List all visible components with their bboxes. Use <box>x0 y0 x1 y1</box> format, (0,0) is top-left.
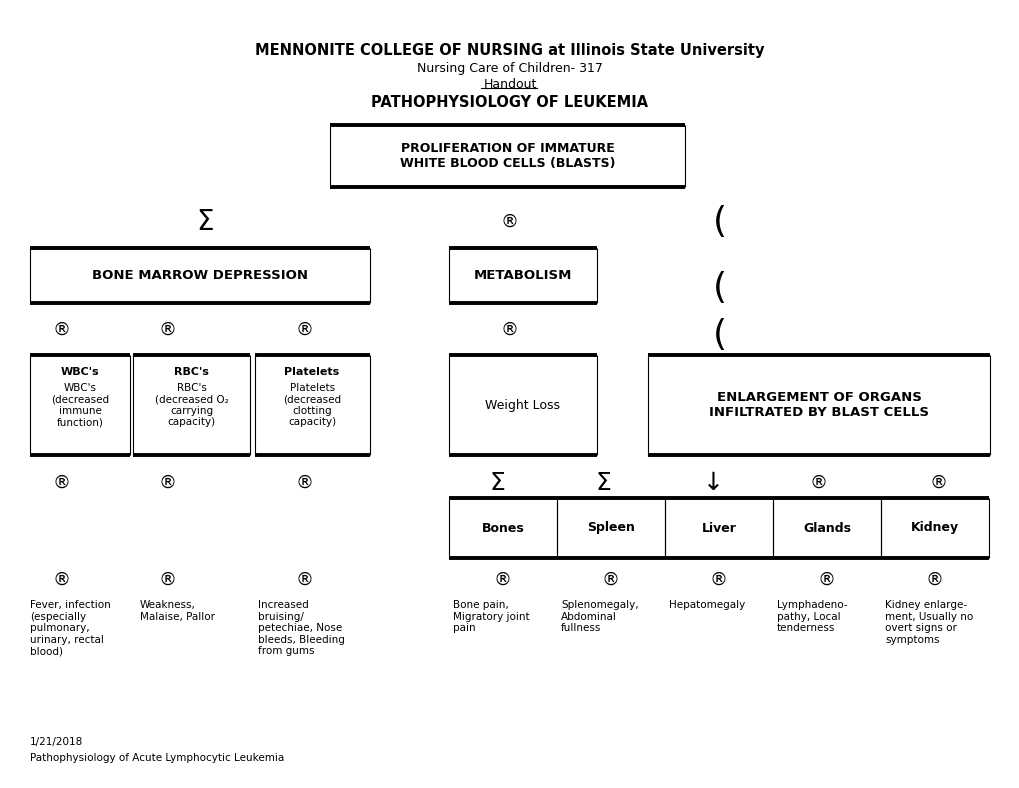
Text: (: ( <box>712 271 727 305</box>
Text: ®: ® <box>53 474 71 492</box>
Text: Weight Loss: Weight Loss <box>485 399 560 411</box>
Text: ↓: ↓ <box>702 471 722 495</box>
Text: RBC's
(decreased O₂
carrying
capacity): RBC's (decreased O₂ carrying capacity) <box>155 383 228 427</box>
Text: Bones: Bones <box>481 522 524 534</box>
Text: Σ: Σ <box>488 471 504 495</box>
Text: Lymphadeno-
pathy, Local
tenderness: Lymphadeno- pathy, Local tenderness <box>776 600 847 634</box>
Text: ®: ® <box>809 474 827 492</box>
Text: Spleen: Spleen <box>587 522 634 534</box>
Text: ®: ® <box>296 474 314 492</box>
Text: Σ: Σ <box>196 208 214 236</box>
Text: ®: ® <box>817 571 836 589</box>
Text: Handout: Handout <box>483 77 536 91</box>
Text: ENLARGEMENT OF ORGANS
INFILTRATED BY BLAST CELLS: ENLARGEMENT OF ORGANS INFILTRATED BY BLA… <box>708 391 928 419</box>
Text: ®: ® <box>159 474 177 492</box>
Text: (: ( <box>712 205 727 239</box>
Text: Fever, infection
(especially
pulmonary,
urinary, rectal
blood): Fever, infection (especially pulmonary, … <box>30 600 111 656</box>
Text: Glands: Glands <box>802 522 850 534</box>
Text: ®: ® <box>159 571 177 589</box>
Text: ®: ® <box>925 571 943 589</box>
Text: Pathophysiology of Acute Lymphocytic Leukemia: Pathophysiology of Acute Lymphocytic Leu… <box>30 753 284 763</box>
Text: BONE MARROW DEPRESSION: BONE MARROW DEPRESSION <box>92 269 308 282</box>
Text: ®: ® <box>296 571 314 589</box>
Text: ®: ® <box>493 571 512 589</box>
Text: Kidney enlarge-
ment, Usually no
overt signs or
symptoms: Kidney enlarge- ment, Usually no overt s… <box>884 600 972 645</box>
Text: Nursing Care of Children- 317: Nursing Care of Children- 317 <box>417 61 602 75</box>
Text: Platelets: Platelets <box>284 367 339 377</box>
Text: ®: ® <box>53 571 71 589</box>
Text: PROLIFERATION OF IMMATURE
WHITE BLOOD CELLS (BLASTS): PROLIFERATION OF IMMATURE WHITE BLOOD CE… <box>399 142 614 170</box>
Text: PATHOPHYSIOLOGY OF LEUKEMIA: PATHOPHYSIOLOGY OF LEUKEMIA <box>371 95 648 110</box>
Text: Bone pain,
Migratory joint
pain: Bone pain, Migratory joint pain <box>452 600 529 634</box>
Text: Liver: Liver <box>701 522 736 534</box>
Text: 1/21/2018: 1/21/2018 <box>30 737 84 747</box>
Text: ®: ® <box>53 321 71 339</box>
Text: Increased
bruising/
petechiae, Nose
bleeds, Bleeding
from gums: Increased bruising/ petechiae, Nose blee… <box>258 600 344 656</box>
Text: MENNONITE COLLEGE OF NURSING at Illinois State University: MENNONITE COLLEGE OF NURSING at Illinois… <box>255 43 764 58</box>
Text: Splenomegaly,
Abdominal
fullness: Splenomegaly, Abdominal fullness <box>560 600 638 634</box>
Text: Σ: Σ <box>594 471 610 495</box>
Text: ®: ® <box>500 213 519 231</box>
Text: METABOLISM: METABOLISM <box>474 269 572 282</box>
Text: (: ( <box>712 318 727 352</box>
Text: Weakness,
Malaise, Pallor: Weakness, Malaise, Pallor <box>140 600 215 622</box>
Text: Kidney: Kidney <box>910 522 958 534</box>
Text: ®: ® <box>500 321 519 339</box>
Text: ®: ® <box>601 571 620 589</box>
Text: RBC's: RBC's <box>173 367 208 377</box>
Text: ®: ® <box>709 571 728 589</box>
Text: Hepatomegaly: Hepatomegaly <box>668 600 745 610</box>
Text: ®: ® <box>929 474 947 492</box>
Text: ®: ® <box>296 321 314 339</box>
Text: WBC's
(decreased
immune
function): WBC's (decreased immune function) <box>51 383 109 427</box>
Text: Platelets
(decreased
clotting
capacity): Platelets (decreased clotting capacity) <box>283 383 341 427</box>
Text: WBC's: WBC's <box>60 367 99 377</box>
Text: ®: ® <box>159 321 177 339</box>
